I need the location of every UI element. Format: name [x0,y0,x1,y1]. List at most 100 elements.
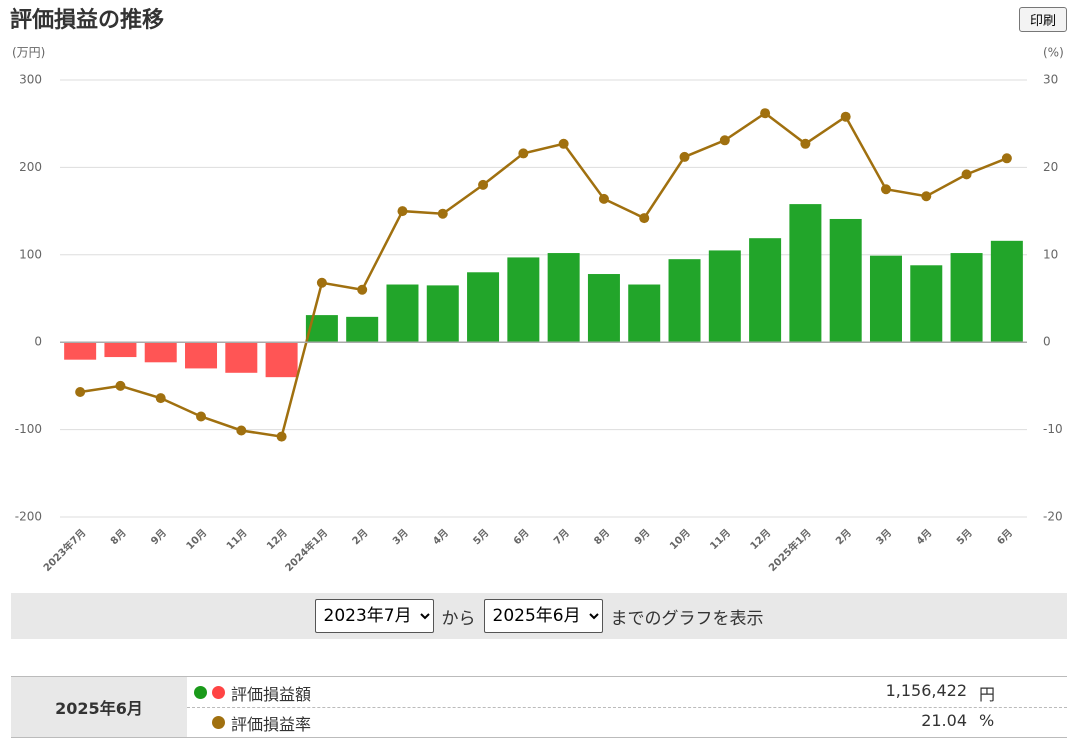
line-point [760,108,771,119]
bar [789,204,822,343]
summary-period: 2025年6月 [11,677,187,737]
bar [64,342,97,360]
line-point [397,206,408,217]
summary-row: 評価損益額 1,156,422 円 [187,677,1067,708]
legend-dot [212,716,225,729]
bar [225,342,258,373]
y2-tick-label: -10 [1043,422,1063,436]
line-point [719,135,730,146]
bar [668,259,701,343]
x-tick-label: 10月 [667,527,692,552]
x-tick-label: 6月 [995,527,1015,547]
x-tick-label: 2025年1月 [766,526,814,574]
x-tick-label: 6月 [511,527,531,547]
bar [426,285,459,343]
y2-tick-label: 20 [1043,160,1058,174]
line-point [75,387,86,398]
bar [185,342,218,369]
summary-label: 評価損益率 [231,715,312,734]
y-tick-label: -100 [15,422,42,436]
line-point [921,191,932,202]
summary-value: 1,156,422 [885,681,967,700]
line-point [115,380,126,391]
x-tick-label: 2月 [833,527,853,547]
bar [547,253,580,343]
bar [829,218,862,343]
line-point [840,111,851,122]
bar [386,284,419,343]
x-tick-label: 4月 [914,527,934,547]
bar [104,342,137,358]
x-tick-label: 2024年1月 [282,526,330,574]
line-point [478,179,489,190]
line-point [518,148,529,159]
x-tick-label: 5月 [954,527,974,547]
line-point [639,213,650,224]
legend-dot [194,686,207,699]
line-point [800,138,811,149]
x-tick-label: 2月 [350,527,370,547]
line-point [276,431,287,442]
bar [587,274,620,343]
bar [144,342,177,363]
bar [265,342,298,378]
bar [950,253,983,343]
x-tick-label: 12月 [264,527,289,552]
bar [869,255,902,343]
x-tick-label: 3月 [874,527,894,547]
summary: 2025年6月 評価損益額 1,156,422 円 評価損益率 21.04 % [11,676,1067,738]
x-tick-label: 11月 [708,527,733,552]
line-point [679,151,690,162]
y2-tick-label: 10 [1043,247,1058,261]
to-select[interactable]: 2025年6月 [483,599,603,633]
y-tick-label: 0 [34,335,42,349]
line-point [558,138,569,149]
y-tick-label: 100 [19,247,42,261]
from-select[interactable]: 2023年7月 [314,599,434,633]
bar [467,272,500,343]
from-suffix: から [441,608,476,629]
x-tick-label: 9月 [632,527,652,547]
bar [749,238,782,343]
x-tick-label: 8月 [592,527,612,547]
y-tick-label: 200 [19,160,42,174]
line-point [961,169,972,180]
page-title: 評価損益の推移 [10,8,165,33]
y-tick-label: 300 [19,73,42,87]
x-tick-label: 12月 [748,527,773,552]
x-tick-label: 4月 [431,527,451,547]
summary-value: 21.04 [921,711,967,730]
bar [910,265,943,343]
print-button[interactable]: 印刷 [1019,7,1067,32]
summary-row: 評価損益率 21.04 % [187,707,1067,737]
bar [507,257,540,343]
line-point [155,393,166,404]
y2-axis-label: (%) [1043,46,1064,60]
line-point [357,284,368,295]
x-tick-label: 2023年7月 [40,526,88,574]
line-point [880,184,891,195]
chart: (万円) (%) -200-1000100200300-20-100102030… [12,46,1064,574]
y2-tick-label: -20 [1043,510,1063,524]
summary-label: 評価損益額 [231,685,312,704]
x-tick-label: 11月 [224,527,249,552]
y2-tick-label: 0 [1043,335,1051,349]
x-tick-label: 10月 [184,527,209,552]
line-point [437,208,448,219]
x-tick-label: 9月 [148,527,168,547]
y-axis-label: (万円) [12,46,45,60]
legend-dot [212,686,225,699]
range-controls: 2023年7月 から 2025年6月 までのグラフを表示 [11,593,1067,639]
x-tick-label: 7月 [551,527,571,547]
x-tick-label: 5月 [471,527,491,547]
bar [708,250,741,343]
x-tick-label: 8月 [108,527,128,547]
y-tick-label: -200 [15,510,42,524]
line-point [196,411,207,422]
summary-unit: % [979,711,995,730]
line [79,111,1008,438]
y2-tick-label: 30 [1043,73,1058,87]
bar [628,284,661,343]
x-tick-label: 3月 [390,527,410,547]
